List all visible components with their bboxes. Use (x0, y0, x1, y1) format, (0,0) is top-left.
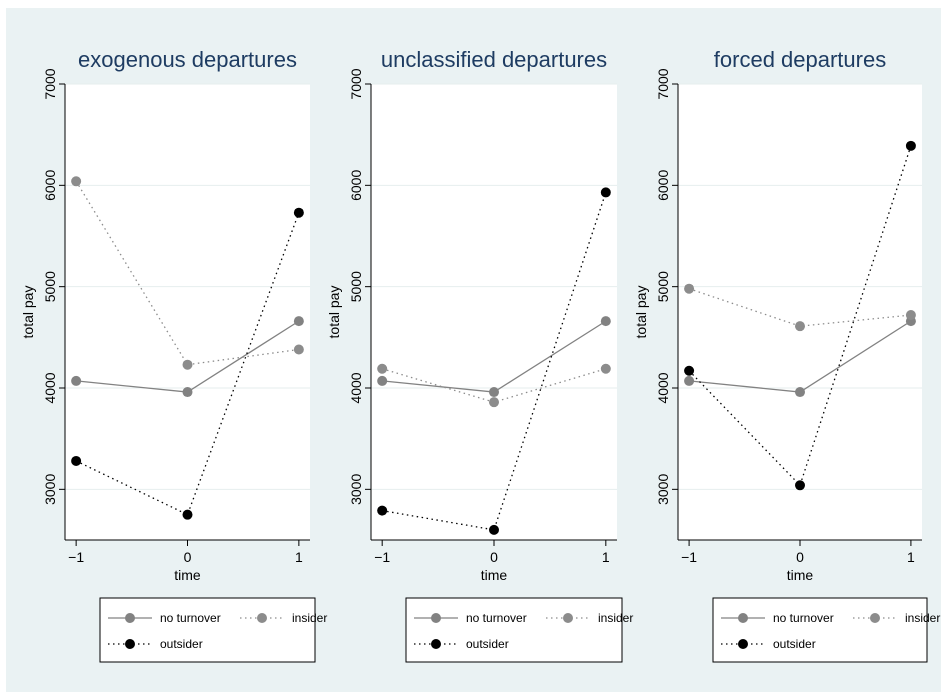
chart-panel-1: unclassified departures 3000 4000 5000 6000 7… (326, 47, 633, 663)
x-tick-label: −1 (681, 549, 697, 565)
x-tick-label: 1 (907, 549, 915, 565)
y-tick-label: 7000 (42, 68, 58, 99)
data-point-outsider (905, 140, 916, 151)
y-tick-label: 3000 (348, 474, 364, 505)
data-point-outsider (293, 207, 304, 218)
plot-area (371, 84, 617, 540)
legend-label: no turnover (466, 611, 527, 625)
x-axis-label: time (481, 567, 508, 583)
data-point-no-turnover (600, 316, 611, 327)
data-point-outsider (600, 187, 611, 198)
legend-label: outsider (160, 637, 203, 651)
y-tick-label: 7000 (655, 68, 671, 99)
x-tick-label: −1 (374, 549, 390, 565)
y-tick-label: 3000 (42, 474, 58, 505)
legend-box (99, 597, 316, 663)
chart-panel-0: exogenous departures 3000 4000 5000 6000 7000… (20, 47, 327, 663)
y-tick-label: 7000 (348, 68, 364, 99)
legend-marker (431, 613, 441, 623)
y-tick-label: 4000 (655, 372, 671, 403)
series-line-outsider (75, 212, 300, 516)
legend-label: outsider (466, 637, 509, 651)
panel-title: exogenous departures (78, 47, 297, 72)
data-point-insider (182, 359, 193, 370)
y-tick-label: 6000 (42, 170, 58, 201)
legend-marker (738, 613, 748, 623)
data-point-outsider (795, 480, 805, 491)
y-tick-label: 3000 (655, 474, 671, 505)
data-point-no-turnover (182, 387, 193, 398)
legend-marker (257, 613, 267, 623)
legend-marker (870, 613, 880, 623)
data-point-insider (71, 176, 82, 187)
x-axis-label: time (174, 567, 201, 583)
y-tick-label: 4000 (348, 372, 364, 403)
x-tick-label: 0 (184, 549, 192, 565)
y-tick-label: 6000 (348, 170, 364, 201)
data-point-outsider (182, 509, 193, 520)
x-tick-label: 1 (602, 549, 610, 565)
y-axis-label: total pay (20, 286, 36, 339)
data-point-outsider (489, 524, 499, 535)
data-point-insider (795, 321, 805, 332)
x-axis-label: time (787, 567, 814, 583)
data-point-insider (684, 283, 695, 294)
data-point-no-turnover (684, 375, 695, 386)
legend-marker (738, 639, 748, 649)
legend-box (712, 597, 928, 663)
y-tick-label: 5000 (655, 271, 671, 302)
series-line-outsider (382, 192, 607, 531)
legend-label: insider (905, 611, 940, 625)
y-tick-label: 5000 (42, 271, 58, 302)
data-point-no-turnover (795, 387, 805, 398)
legend-marker (125, 639, 135, 649)
x-tick-label: 0 (490, 549, 498, 565)
legend-label: insider (598, 611, 633, 625)
legend-label: insider (292, 611, 327, 625)
data-point-outsider (377, 505, 388, 516)
y-axis-label: total pay (326, 286, 342, 339)
data-point-insider (293, 344, 304, 355)
y-tick-label: 5000 (348, 271, 364, 302)
plot-area (65, 84, 310, 540)
y-axis-label: total pay (633, 286, 649, 339)
plot-area (678, 84, 922, 540)
data-point-no-turnover (293, 316, 304, 327)
panel-title: forced departures (714, 47, 886, 72)
legend-label: no turnover (773, 611, 834, 625)
series-line-insider (688, 288, 911, 327)
panel-title: unclassified departures (381, 47, 607, 72)
data-point-outsider (71, 455, 82, 466)
legend-marker (431, 639, 441, 649)
data-point-outsider (684, 365, 695, 376)
legend-label: outsider (773, 637, 816, 651)
x-tick-label: 1 (295, 549, 303, 565)
data-point-no-turnover (377, 375, 388, 386)
x-tick-label: −1 (68, 549, 84, 565)
data-point-insider (377, 363, 388, 374)
y-tick-label: 6000 (655, 170, 671, 201)
data-point-insider (489, 397, 499, 408)
data-point-insider (600, 363, 611, 374)
legend-box (405, 597, 623, 663)
data-point-no-turnover (489, 387, 499, 398)
legend-label: no turnover (160, 611, 221, 625)
legend-marker (125, 613, 135, 623)
y-tick-label: 4000 (42, 372, 58, 403)
legend-marker (563, 613, 573, 623)
data-point-insider (905, 310, 916, 321)
data-point-no-turnover (71, 375, 82, 386)
x-tick-label: 0 (796, 549, 804, 565)
chart-panel-2: forced departures 3000 4000 5000 6000 7000 −1 0… (633, 47, 940, 663)
